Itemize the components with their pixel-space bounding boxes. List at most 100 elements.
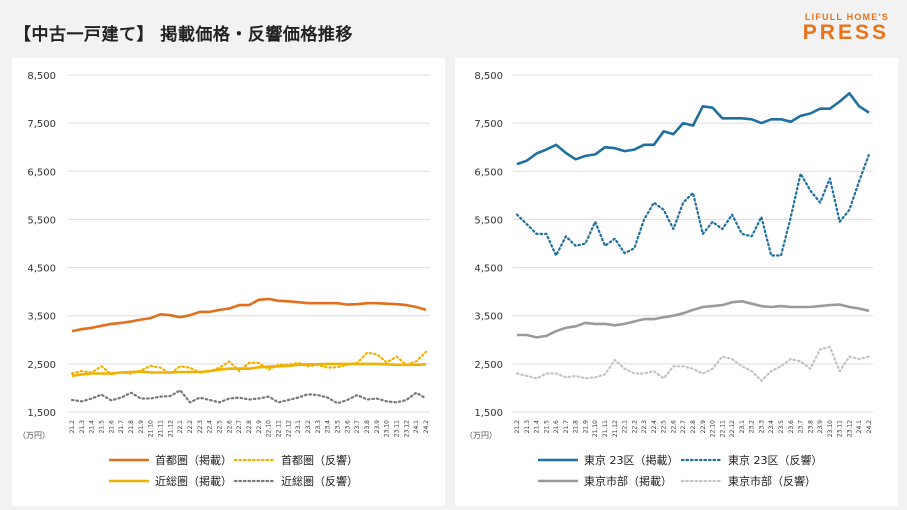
series-line-0 (71, 297, 427, 333)
x-tick-label: 22.11 (719, 420, 726, 437)
x-tick-label: 22.6 (226, 420, 233, 434)
x-tick-label: 22.1 (177, 420, 184, 434)
series-line-1 (515, 153, 871, 257)
x-tick-label: 22.9 (256, 420, 263, 434)
series-line-0 (516, 91, 870, 166)
x-tick-label: 23.2 (305, 420, 312, 434)
y-tick-label: 5,500 (27, 215, 56, 226)
y-tick-label: 4,500 (474, 264, 503, 275)
x-tick-label: 22.9 (700, 420, 707, 434)
x-tick-label: 22.8 (690, 420, 697, 434)
legend-label: 近総圏（反響） (281, 474, 358, 488)
x-tick-label: 23.6 (344, 420, 351, 434)
legend-label: 東京 23区（反響） (728, 453, 823, 467)
x-tick-label: 22.1 (622, 420, 629, 434)
x-tick-label: 23.11 (394, 420, 401, 437)
y-tick-label: 1,500 (27, 408, 56, 419)
legend-label: 東京市部（反響） (728, 474, 816, 488)
series-line-2 (71, 362, 427, 378)
x-tick-label: 21.9 (138, 420, 145, 434)
x-tick-label: 21.12 (167, 420, 174, 437)
series-line-3 (70, 389, 428, 405)
x-tick-label: 23.10 (384, 420, 391, 437)
y-tick-label: 6,500 (27, 167, 56, 178)
x-tick-label: 23.4 (325, 420, 332, 434)
x-tick-label: 21.3 (79, 420, 86, 434)
brand-logo: LIFULL HOME'S PRESS (803, 12, 889, 44)
x-tick-label: 23.10 (827, 420, 834, 437)
x-tick-label: 21.2 (514, 420, 521, 434)
x-tick-label: 22.7 (680, 420, 687, 434)
x-tick-label: 21.6 (553, 420, 560, 434)
x-tick-label: 22.2 (631, 420, 638, 434)
x-tick-label: 22.6 (670, 420, 677, 434)
x-tick-label: 22.8 (246, 420, 253, 434)
x-tick-label: 21.11 (158, 420, 165, 437)
x-tick-label: 23.7 (354, 420, 361, 434)
x-tick-label: 22.12 (729, 420, 736, 437)
y-tick-label: 8,500 (27, 71, 56, 82)
y-tick-label: 1,500 (474, 408, 503, 419)
x-tick-label: 23.4 (768, 420, 775, 434)
x-tick-label: 23.1 (739, 420, 746, 434)
x-tick-label: 21.8 (128, 420, 135, 434)
x-tick-label: 24.2 (866, 420, 873, 434)
x-tick-label: 22.4 (207, 420, 214, 434)
y-tick-label: 6,500 (474, 167, 503, 178)
y-tick-label: 7,500 (474, 119, 503, 130)
x-tick-label: 22.10 (266, 420, 273, 437)
x-tick-label: 23.3 (315, 420, 322, 434)
y-tick-label: 2,500 (27, 360, 56, 371)
logo-top-text: LIFULL HOME'S (804, 12, 889, 22)
x-tick-label: 21.10 (148, 420, 155, 437)
x-tick-label: 21.3 (524, 420, 531, 434)
y-tick-label: 8,500 (474, 71, 503, 82)
x-tick-label: 22.4 (651, 420, 658, 434)
unit-label: （万円） (18, 431, 50, 440)
x-tick-label: 23.6 (788, 420, 795, 434)
x-tick-label: 23.8 (364, 420, 371, 434)
legend-label: 東京市部（掲載） (584, 474, 672, 488)
chart-panel-right: 8,500 7,500 6,500 5,500 4,500 3,500 2,500 1,500… (455, 58, 898, 506)
x-tick-label: 24.1 (413, 420, 420, 434)
series-line-1 (70, 350, 428, 376)
chart-panel-left: 8,500 7,500 6,500 5,500 4,500 3,500 2,500 1,500… (12, 58, 445, 506)
x-tick-label: 23.7 (798, 420, 805, 434)
x-tick-label: 22.3 (641, 420, 648, 434)
y-tick-label: 5,500 (474, 215, 503, 226)
x-tick-label: 23.8 (807, 420, 814, 434)
y-tick-label: 2,500 (474, 360, 503, 371)
x-tick-label: 21.9 (582, 420, 589, 434)
x-tick-label: 24.1 (856, 420, 863, 434)
x-tick-label: 21.5 (543, 420, 550, 434)
x-tick-label: 22.5 (217, 420, 224, 434)
x-tick-label: 22.5 (661, 420, 668, 434)
legend-label: 首都圏（掲載） (155, 453, 232, 467)
legend-label: 東京 23区（掲載） (584, 453, 679, 467)
x-tick-label: 21.8 (573, 420, 580, 434)
x-tick-label: 21.4 (89, 420, 96, 434)
x-tick-label: 23.1 (295, 420, 302, 434)
x-tick-label: 21.11 (602, 420, 609, 437)
x-tick-label: 21.6 (108, 420, 115, 434)
y-tick-label: 3,500 (474, 312, 503, 323)
unit-label: （万円） (465, 431, 497, 440)
x-tick-label: 23.5 (778, 420, 785, 434)
x-tick-label: 21.5 (99, 420, 106, 434)
x-tick-label: 22.3 (197, 420, 204, 434)
x-tick-label: 21.4 (534, 420, 541, 434)
x-tick-label: 21.12 (612, 420, 619, 437)
x-tick-label: 23.11 (837, 420, 844, 437)
y-tick-label: 7,500 (27, 119, 56, 130)
x-tick-label: 23.12 (846, 420, 853, 437)
x-tick-label: 21.7 (563, 420, 570, 434)
x-tick-label: 23.9 (374, 420, 381, 434)
series-line-3 (515, 345, 871, 382)
legend-label: 首都圏（反響） (281, 453, 358, 467)
x-tick-label: 22.11 (276, 420, 283, 437)
x-tick-label: 21.7 (118, 420, 125, 434)
chart-title: 【中古一戸建て】 掲載価格・反響価格推移 (14, 25, 353, 45)
x-tick-label: 23.5 (335, 420, 342, 434)
logo-main-text: PRESS (802, 21, 889, 44)
x-tick-label: 23.9 (817, 420, 824, 434)
